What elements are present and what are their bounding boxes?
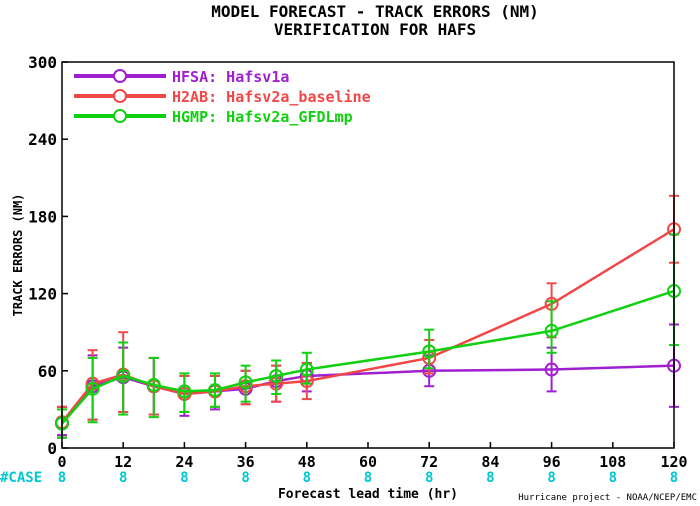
case-count: 8	[364, 470, 372, 486]
series-3	[55, 233, 681, 439]
case-label: #CASE	[0, 470, 42, 486]
data-point	[299, 362, 314, 377]
data-point	[544, 362, 559, 377]
data-point	[544, 323, 559, 338]
case-count: 8	[609, 470, 617, 486]
data-point	[85, 381, 100, 396]
case-count-layer: 8 8 8 8 8 8 8 8 8 8 8	[58, 470, 678, 486]
x-tick-label: 96	[543, 453, 561, 471]
x-tick-label: 108	[599, 453, 626, 471]
chart-subtitle: VERIFICATION FOR HAFS	[274, 20, 476, 39]
case-count: 8	[486, 470, 494, 486]
data-point	[177, 384, 192, 399]
x-tick-label: 72	[420, 453, 438, 471]
y-tick-label: 120	[28, 285, 57, 304]
x-tick-label: 120	[660, 453, 687, 471]
x-tick-label: 24	[175, 453, 193, 471]
data-point	[238, 375, 253, 390]
chart-title: MODEL FORECAST - TRACK ERRORS (NM)	[211, 2, 539, 21]
case-count: 8	[180, 470, 188, 486]
y-axis-label: TRACK ERRORS (NM)	[11, 194, 25, 317]
data-point	[269, 368, 284, 383]
legend-label: HFSA: Hafsv1a	[172, 68, 289, 86]
y-tick-label: 0	[47, 439, 57, 458]
y-tick-label: 180	[28, 207, 57, 226]
y-tick-label: 60	[38, 362, 57, 381]
x-tick-label: 60	[359, 453, 377, 471]
x-tick-label: 36	[237, 453, 255, 471]
case-count: 8	[670, 470, 678, 486]
series-layer	[55, 194, 681, 439]
case-count: 8	[425, 470, 433, 486]
legend-swatch-marker	[113, 89, 127, 103]
legend-swatch-marker	[113, 69, 127, 83]
footer-credit: Hurricane project - NOAA/NCEP/EMC	[518, 493, 697, 503]
y-tick-layer: 0 60 120 180 240 300	[28, 53, 68, 458]
legend-label: H2AB: Hafsv2a_baseline	[172, 88, 371, 106]
y-tick-label: 240	[28, 130, 57, 149]
case-count: 8	[58, 470, 66, 486]
case-count: 8	[119, 470, 127, 486]
case-count: 8	[241, 470, 249, 486]
legend-swatch-marker	[113, 109, 127, 123]
y-tick-label: 300	[28, 53, 57, 72]
x-tick-label: 84	[481, 453, 499, 471]
case-count: 8	[303, 470, 311, 486]
data-point	[116, 368, 131, 383]
data-point	[146, 377, 161, 392]
x-tick-layer: 0 12 24 36 48 60 72 84 96 108 120	[57, 442, 688, 471]
data-point	[208, 383, 222, 398]
data-point	[422, 344, 437, 359]
case-count: 8	[547, 470, 555, 486]
x-tick-label: 0	[57, 453, 66, 471]
x-tick-label: 48	[298, 453, 316, 471]
x-tick-label: 12	[114, 453, 132, 471]
legend: HFSA: Hafsv1a H2AB: Hafsv2a_baseline HGMP:…	[74, 68, 371, 126]
legend-label: HGMP: Hafsv2a_GFDLmp	[172, 108, 353, 126]
series-2	[55, 194, 681, 439]
x-axis-label: Forecast lead time (hr)	[278, 487, 458, 502]
